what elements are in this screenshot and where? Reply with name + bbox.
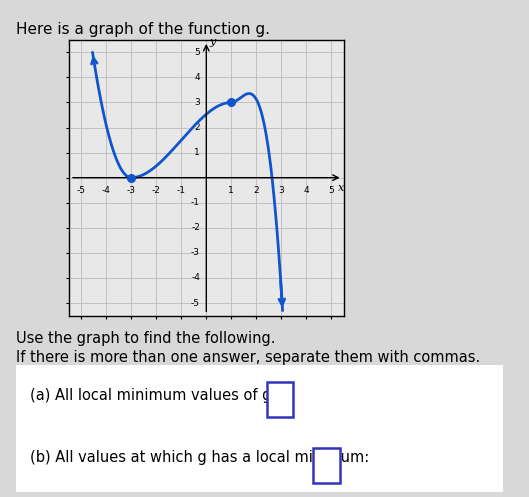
- Text: 2: 2: [253, 186, 259, 195]
- Text: 2: 2: [195, 123, 200, 132]
- Text: 3: 3: [278, 186, 284, 195]
- Text: Here is a graph of the function g.: Here is a graph of the function g.: [16, 22, 270, 37]
- Text: 1: 1: [229, 186, 234, 195]
- Text: -5: -5: [191, 299, 200, 308]
- Text: (a) All local minimum values of g :: (a) All local minimum values of g :: [31, 388, 286, 403]
- Text: -5: -5: [77, 186, 86, 195]
- Text: -4: -4: [102, 186, 111, 195]
- FancyBboxPatch shape: [267, 382, 293, 416]
- Text: 4: 4: [195, 73, 200, 82]
- FancyBboxPatch shape: [313, 448, 340, 483]
- Text: x: x: [338, 183, 344, 193]
- Text: y: y: [209, 37, 216, 47]
- Text: 1: 1: [194, 148, 200, 157]
- Text: -2: -2: [191, 223, 200, 232]
- Text: (b) All values at which g has a local minimum:: (b) All values at which g has a local mi…: [31, 450, 375, 465]
- Text: If there is more than one answer, separate them with commas.: If there is more than one answer, separa…: [16, 350, 480, 365]
- Text: -3: -3: [127, 186, 136, 195]
- Text: Use the graph to find the following.: Use the graph to find the following.: [16, 331, 276, 345]
- Text: -2: -2: [152, 186, 161, 195]
- Text: -4: -4: [191, 273, 200, 282]
- Text: 5: 5: [194, 48, 200, 57]
- Text: 4: 4: [304, 186, 309, 195]
- Text: -1: -1: [191, 198, 200, 207]
- Text: -3: -3: [191, 248, 200, 257]
- Text: -1: -1: [177, 186, 186, 195]
- Text: 3: 3: [194, 98, 200, 107]
- FancyBboxPatch shape: [6, 363, 512, 495]
- Text: 5: 5: [329, 186, 334, 195]
